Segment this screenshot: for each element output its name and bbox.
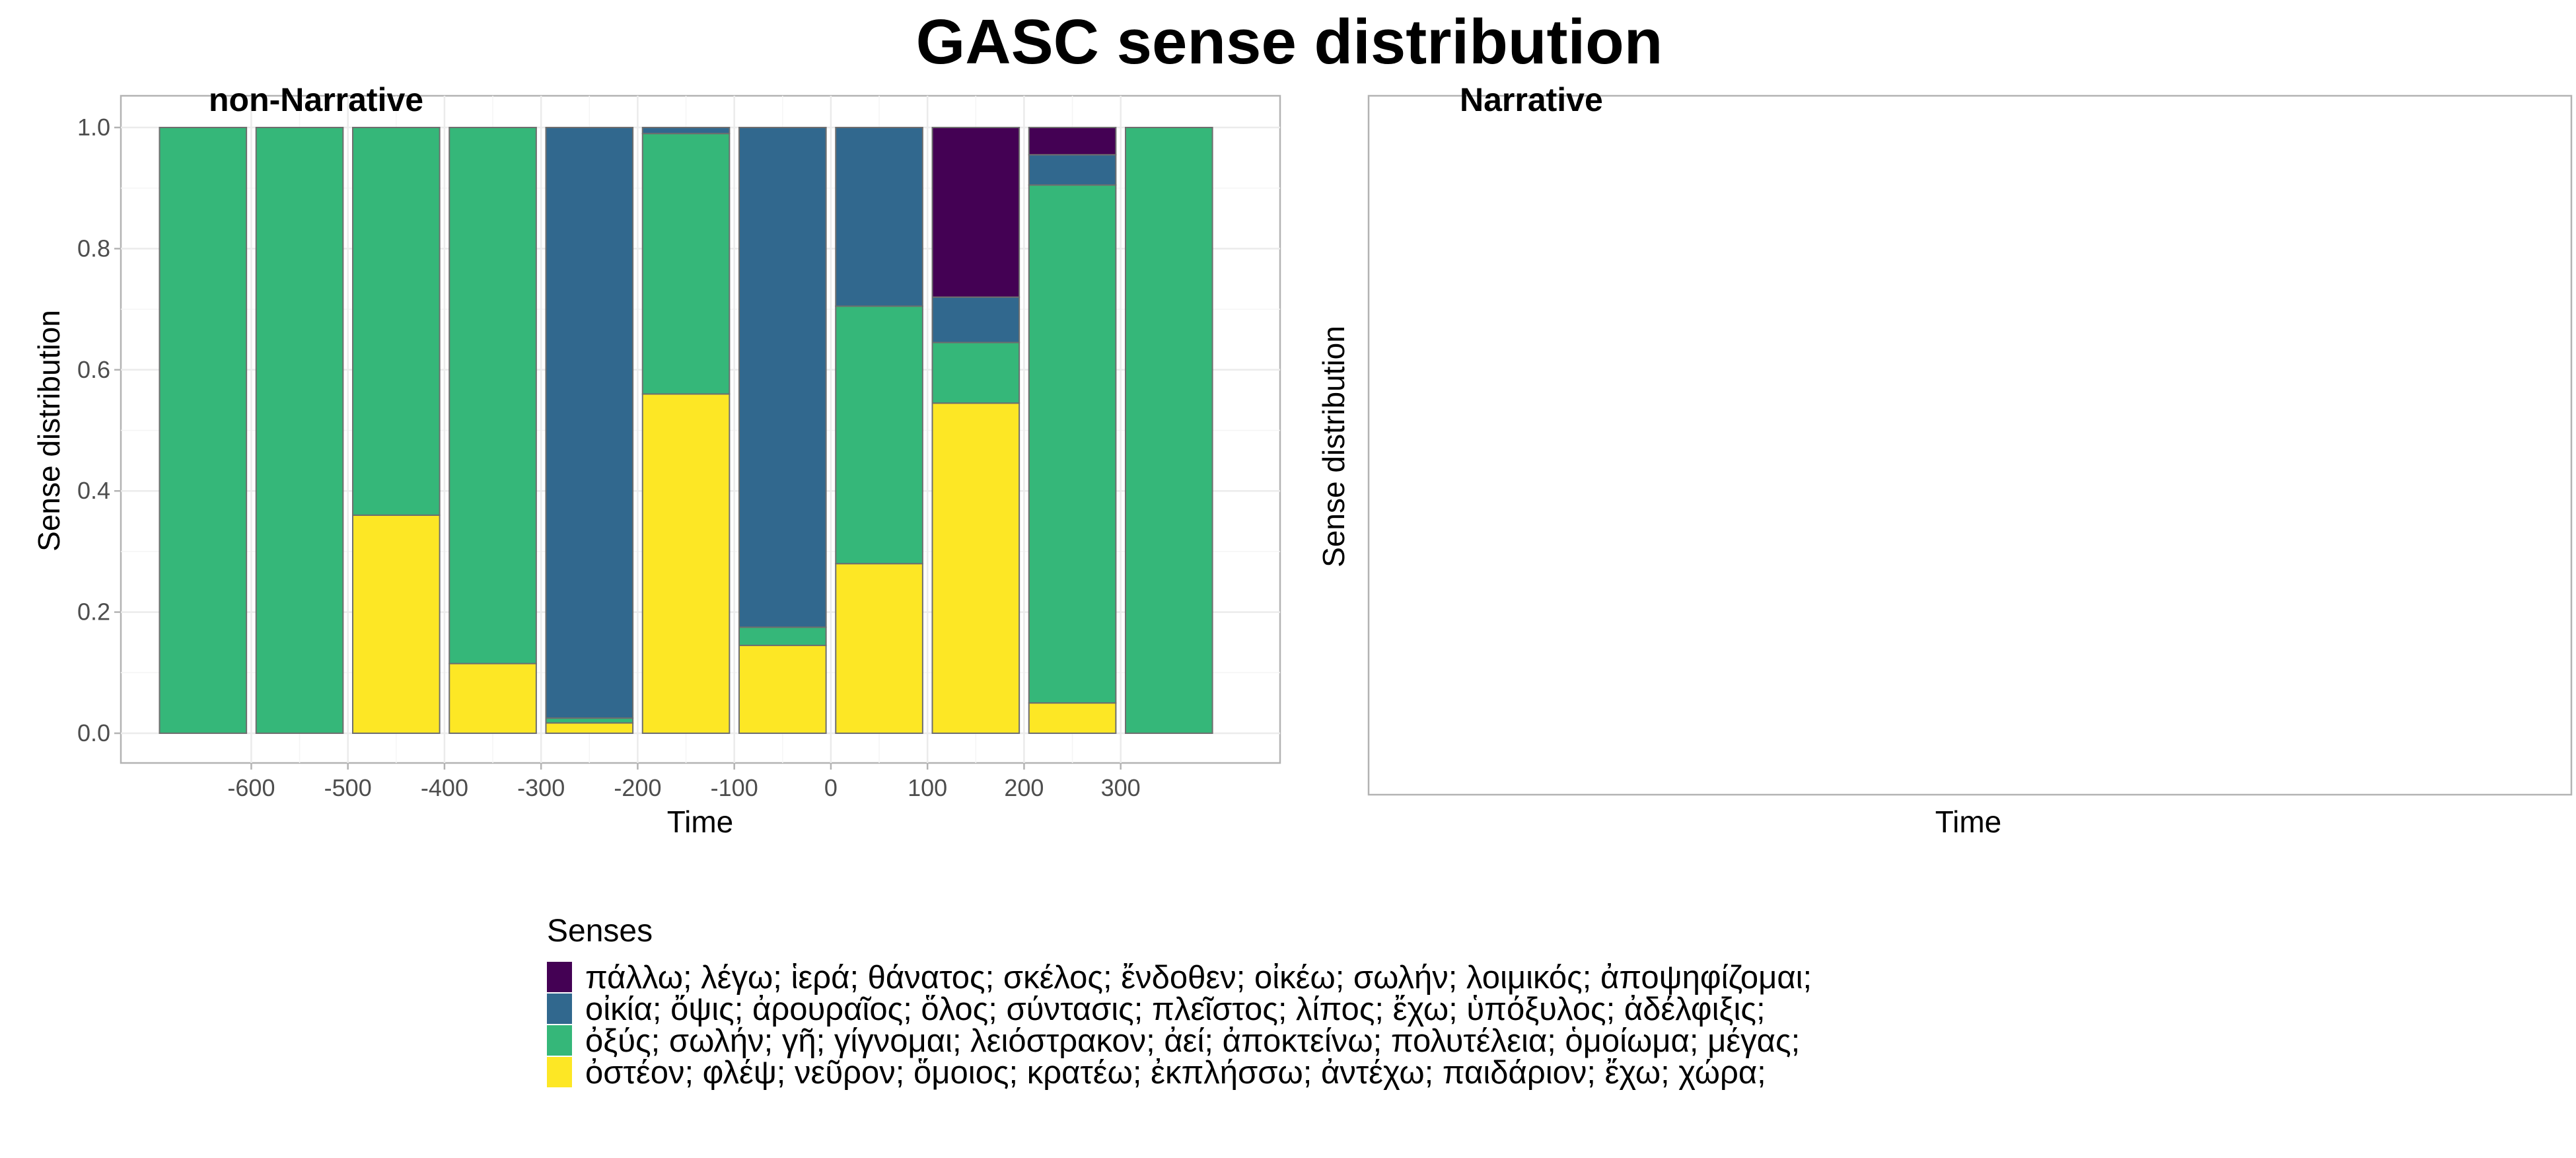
bar-segment-sense4 [738, 645, 827, 734]
narrative-y-axis-title: Sense distribution [1316, 326, 1351, 567]
bar-segment-sense2 [641, 127, 731, 135]
bar-segment-sense4 [448, 663, 537, 734]
non-narrative-panel: 0.00.20.40.60.81.0 -600 -500 -400 -300 -200-… [32, 81, 1281, 839]
legend-title: Senses [547, 914, 653, 949]
bar-segment-sense4 [1028, 702, 1117, 735]
legend-label: πάλλω; λέγω; ἱερά; θάνατος; σκέλος; ἔνδο… [585, 960, 1812, 995]
bar-segment-sense2 [1028, 154, 1117, 186]
non-narrative-bars [159, 127, 1213, 735]
bar-segment-sense3 [545, 717, 634, 724]
legend-label: ὀξύς; σωλήν; γῆ; γίγνομαι; λειόστρακον; … [585, 1023, 1800, 1059]
x-tick-label: 300 [1101, 774, 1141, 801]
y-tick-label: 0.4 [77, 477, 110, 504]
x-tick-label: -200 [614, 774, 661, 801]
x-tick-label: -300 [517, 774, 565, 801]
bar-segment-sense3 [835, 305, 923, 565]
legend-swatch-sense1 [547, 962, 572, 992]
bar-segment-sense3 [931, 342, 1020, 404]
non-narrative-x-axis: -600 -500 -400 -300 -200 -100 0 100 200 300 [227, 763, 1141, 801]
legend-label: ὀστέον; φλέψ; νεῦρον; ὅμοιος; κρατέω; ἐκ… [585, 1055, 1766, 1091]
bar-segment-sense2 [931, 296, 1020, 344]
y-tick-label: 0.6 [77, 356, 110, 383]
x-tick-label: -100 [711, 774, 758, 801]
non-narrative-y-axis-title: Sense distribution [32, 310, 66, 552]
bar-segment-sense3 [448, 127, 537, 665]
y-tick-label: 1.0 [77, 114, 110, 141]
narrative-plot-area [1367, 94, 2573, 796]
non-narrative-x-axis-title: Time [667, 805, 734, 839]
legend-swatch-sense4 [547, 1057, 572, 1087]
bar-segment-sense4 [352, 514, 441, 734]
legend-swatch-sense2 [547, 994, 572, 1024]
bar-segment-sense2 [835, 127, 923, 307]
y-tick-label: 0.8 [77, 235, 110, 262]
legend-swatch-sense3 [547, 1025, 572, 1056]
x-tick-label: 200 [1004, 774, 1044, 801]
bar-segment-sense3 [641, 133, 731, 395]
bar-segment-sense4 [835, 563, 923, 734]
bar-segment-sense2 [545, 127, 634, 719]
legend-items: πάλλω; λέγω; ἱερά; θάνατος; σκέλος; ἔνδο… [547, 960, 1812, 1091]
bar-segment-sense1 [1028, 127, 1117, 156]
x-tick-label: 100 [908, 774, 947, 801]
bar-segment-sense3 [738, 626, 827, 647]
bar-segment-sense4 [545, 722, 634, 735]
bar-segment-sense3 [1028, 184, 1117, 704]
y-tick-label: 0.2 [77, 598, 110, 626]
bar-segment-sense3 [1125, 127, 1213, 734]
bar-segment-sense4 [931, 402, 1020, 734]
x-tick-label: -600 [227, 774, 275, 801]
bar-segment-sense3 [352, 127, 441, 516]
bar-segment-sense4 [641, 393, 731, 734]
x-tick-label: 0 [824, 774, 838, 801]
y-tick-label: 0.0 [77, 719, 110, 746]
non-narrative-y-axis: 0.0 0.2 0.4 0.6 0.8 1.0 [77, 114, 121, 746]
x-tick-label: -400 [421, 774, 468, 801]
bar-segment-sense3 [255, 127, 344, 734]
x-tick-label: -500 [324, 774, 372, 801]
bar-segment-sense1 [931, 127, 1020, 298]
narrative-panel-title: Narrative [1460, 81, 1603, 118]
figure-title: GASC sense distribution [916, 7, 1663, 77]
bar-segment-sense2 [738, 127, 827, 628]
non-narrative-panel-title: non-Narrative [209, 81, 423, 118]
bar-segment-sense3 [159, 127, 248, 734]
legend: Senses πάλλω; λέγω; ἱερά; θάνατος; σκέλο… [547, 914, 1812, 1091]
narrative-x-axis-title: Time [1935, 805, 2002, 839]
legend-label: οἰκία; ὄψις; ἀρουραῖος; ὅλος; σύντασις; … [585, 992, 1766, 1027]
narrative-panel: Narrative Time Sense distribution [1316, 81, 2573, 839]
